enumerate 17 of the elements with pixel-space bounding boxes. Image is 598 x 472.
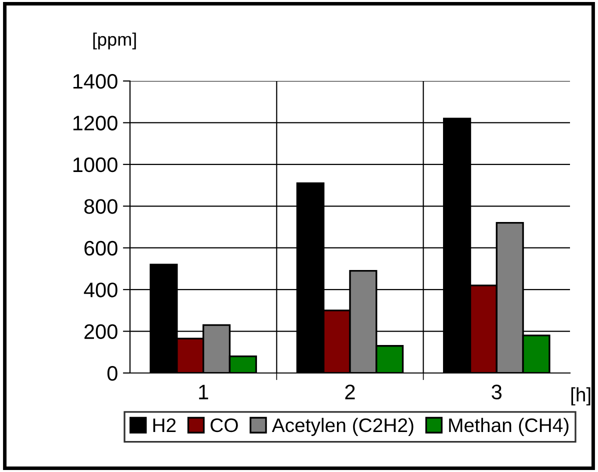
y-axis-title: [ppm]: [93, 32, 136, 50]
y-tick-label: 400: [84, 282, 118, 298]
y-tick-label: 1400: [73, 74, 118, 89]
x-tick-label: 3: [492, 384, 502, 400]
x-tick-label: 1: [199, 384, 208, 400]
y-tick-label: 600: [84, 240, 118, 256]
y-tick-label: 1000: [73, 157, 118, 172]
y-tick-label: 800: [84, 199, 118, 214]
y-tick-label: 0: [107, 366, 118, 381]
legend-label: CO: [210, 418, 238, 432]
legend-label: H2: [153, 418, 176, 432]
y-tick-label: 1200: [73, 116, 118, 130]
legend-label: Methan (CH4): [449, 418, 568, 436]
x-tick-label: 2: [345, 384, 355, 400]
y-tick-label: 200: [84, 324, 118, 340]
legend-label: Acetylen (C2H2): [272, 418, 414, 436]
x-axis-title: [h]: [571, 387, 590, 406]
